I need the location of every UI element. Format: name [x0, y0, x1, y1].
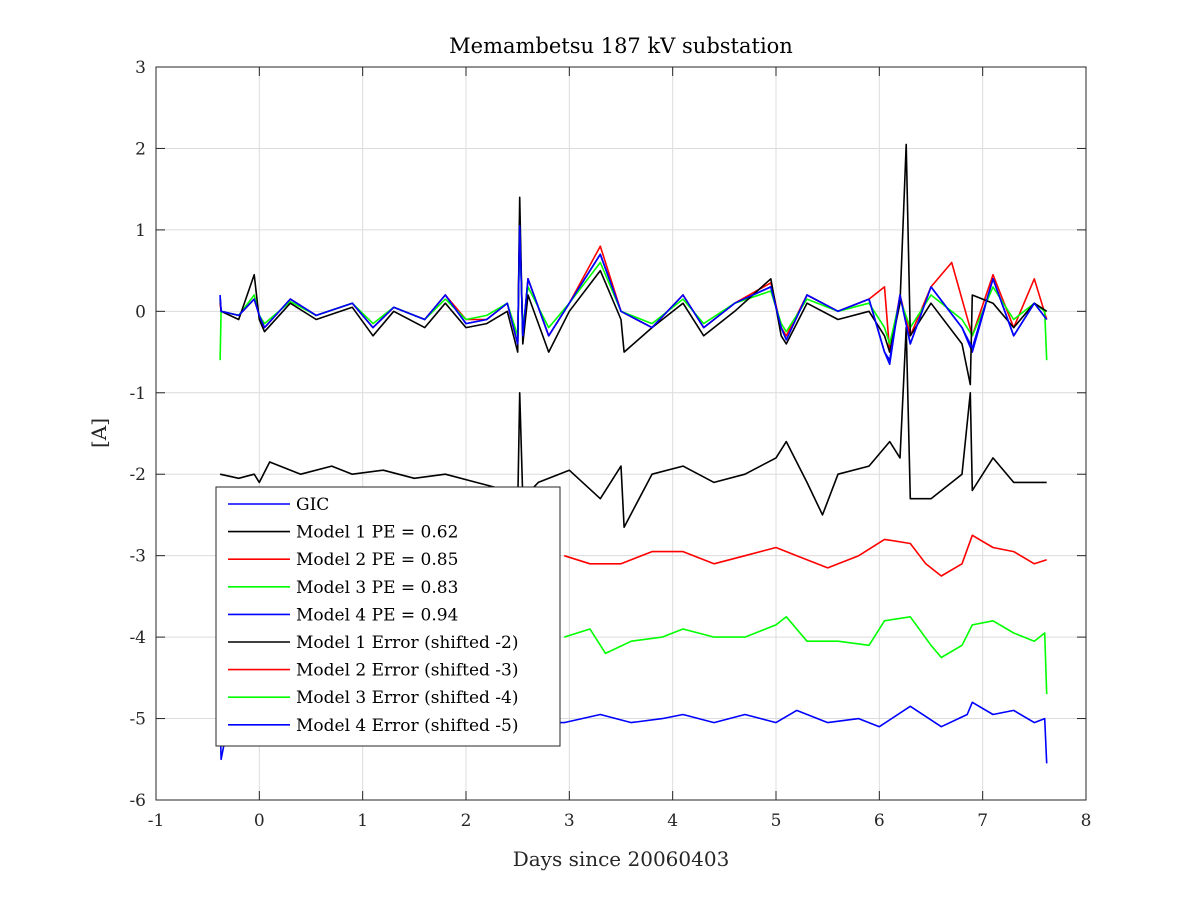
legend: GIC Model 1 PE = 0.62 Model 2 PE = 0.85 Mod… — [215, 486, 561, 747]
legend-items: GIC Model 1 PE = 0.62 Model 2 PE = 0.85 Mod… — [228, 495, 518, 736]
x-tick-label: 1 — [357, 811, 368, 831]
y-tick-label: 2 — [135, 139, 146, 159]
y-tick-label: -6 — [129, 791, 146, 811]
x-tick-label: 7 — [977, 811, 988, 831]
legend-label: Model 2 PE = 0.85 — [296, 550, 458, 570]
x-tick-label: 0 — [254, 811, 265, 831]
x-tick-label: 3 — [564, 811, 575, 831]
y-tick-label: -2 — [129, 465, 146, 485]
plot-frame — [155, 66, 1087, 801]
y-tick-label: -1 — [129, 384, 146, 404]
x-tick-label: -1 — [148, 811, 165, 831]
legend-label: Model 4 PE = 0.94 — [296, 605, 458, 625]
series-line-2 — [219, 143, 1048, 386]
legend-label: Model 1 Error (shifted -2) — [296, 633, 518, 653]
legend-label: Model 1 PE = 0.62 — [296, 523, 458, 543]
legend-label: GIC — [296, 495, 329, 515]
x-tick-label: 8 — [1081, 811, 1092, 831]
x-tick-label: 5 — [771, 811, 782, 831]
legend-box — [215, 486, 561, 747]
legend-label: Model 3 Error (shifted -4) — [296, 688, 518, 708]
x-tick-label: 4 — [667, 811, 678, 831]
series-line-9 — [219, 701, 1048, 764]
ticks — [155, 66, 1087, 801]
chart-title: Memambetsu 187 kV substation — [449, 34, 793, 58]
series-line-7 — [563, 534, 1047, 577]
series-layer — [219, 143, 1048, 764]
series-line-5 — [219, 225, 1048, 362]
series-line-6 — [219, 326, 1047, 529]
x-axis-label: Days since 20060403 — [513, 847, 730, 871]
legend-label: Model 3 PE = 0.83 — [296, 578, 458, 598]
series-line-8 — [563, 615, 1048, 695]
y-tick-label: -4 — [129, 628, 146, 648]
y-axis-label: [A] — [87, 418, 111, 448]
y-tick-label: -3 — [129, 547, 146, 567]
legend-label: Model 4 Error (shifted -5) — [296, 716, 518, 736]
x-tick-labels: -1 0 1 2 3 4 5 6 7 8 — [148, 811, 1092, 831]
y-tick-labels: 3 2 1 0 -1 -2 -3 -4 -5 -6 — [129, 58, 146, 811]
x-tick-label: 2 — [461, 811, 472, 831]
y-tick-label: -5 — [129, 710, 146, 730]
y-tick-label: 3 — [135, 58, 146, 78]
y-tick-label: 1 — [135, 221, 146, 241]
legend-label: Model 2 Error (shifted -3) — [296, 661, 518, 681]
x-tick-label: 6 — [874, 811, 885, 831]
y-tick-label: 0 — [135, 302, 146, 322]
